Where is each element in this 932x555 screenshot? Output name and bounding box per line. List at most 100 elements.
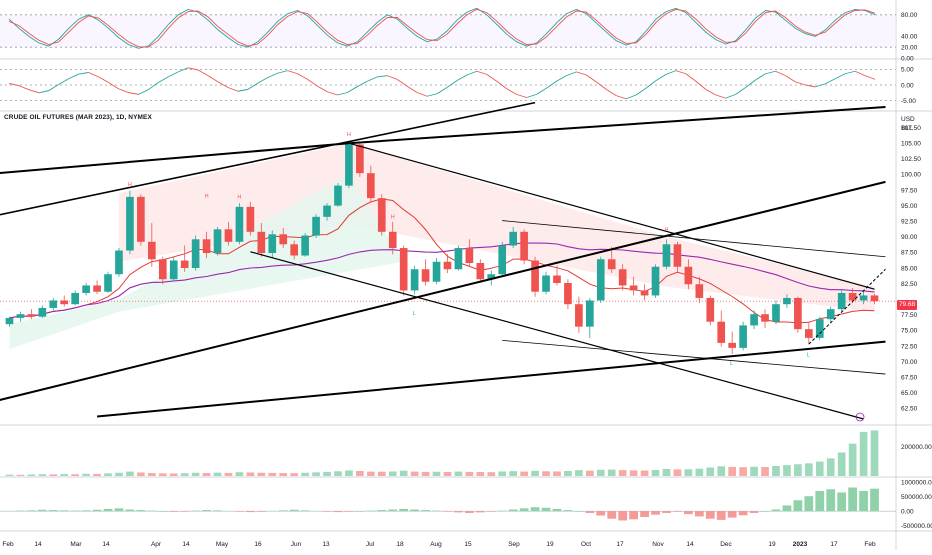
oscillator-bar (683, 511, 693, 515)
price-tick-label: 62.50 (901, 406, 918, 413)
oscillator-bar (256, 511, 266, 512)
oscillator-bar (475, 511, 485, 513)
momentum-segment (18, 85, 30, 91)
trendline-upper-2 (0, 101, 536, 216)
event-flag-icon (855, 412, 865, 422)
momentum-segment (307, 79, 318, 87)
volume-bar (169, 473, 178, 476)
momentum-segment (665, 70, 677, 75)
time-tick-label: 19 (546, 541, 554, 548)
momentum-segment (825, 78, 836, 85)
time-tick-label: Oct (581, 541, 591, 548)
oscillator-bar (793, 500, 803, 512)
oscillator-bar (421, 510, 430, 512)
stochastic-panel: 80.00 40.00 20.00 0.00 (0, 7, 918, 62)
candle-body (443, 261, 452, 270)
candle-body (191, 239, 200, 268)
oscillator-bar (738, 511, 748, 516)
volume-bar (498, 471, 507, 476)
momentum-segment (128, 92, 139, 95)
momentum-segment (8, 82, 20, 87)
candle-body (651, 266, 660, 296)
volume-panel: 200000.00 (5, 430, 932, 476)
price-tick-label: 97.50 (901, 187, 918, 194)
time-tick-label: Sep (508, 541, 520, 548)
candle-body (410, 269, 419, 291)
oscillator-bar (213, 510, 222, 512)
volume-bar (115, 472, 123, 476)
momentum-segment (466, 70, 477, 76)
oscillator-bar (158, 511, 168, 512)
momentum-segment (406, 85, 418, 93)
candle-body (695, 284, 704, 298)
volume-bar (49, 474, 58, 476)
oscillator-bar (235, 511, 244, 512)
volume-bar (553, 471, 561, 476)
candle-body (761, 314, 769, 322)
momentum-segment (78, 72, 89, 75)
price-tick-label: 107.50 (901, 125, 921, 132)
price-tick-label: 67.50 (901, 375, 918, 382)
oscillator-tick-label: 500000.00 (901, 494, 932, 501)
oscillator-bar (26, 510, 36, 512)
volume-bar (717, 466, 726, 476)
volume-bar (870, 430, 879, 476)
candle-body (388, 231, 397, 249)
volume-bar (191, 472, 200, 476)
volume-bar (794, 464, 802, 476)
momentum-segment (516, 93, 527, 98)
oscillator-bar (859, 491, 868, 512)
momentum-segment (118, 88, 129, 93)
oscillator-bar (169, 511, 179, 512)
price-tick-label: 70.00 (901, 359, 918, 366)
candle-body (750, 314, 758, 326)
candle-body (104, 274, 112, 292)
momentum-segment (536, 87, 547, 95)
volume-bar (432, 471, 441, 476)
momentum-segment (247, 82, 259, 90)
momentum-segment (725, 93, 736, 99)
candle-body (848, 292, 857, 301)
oscillator-bar (410, 509, 420, 512)
candle-body (837, 292, 846, 310)
momentum-segment (546, 80, 557, 89)
oscillator-bar (454, 511, 463, 513)
volume-bar (761, 467, 769, 476)
volume-bar (695, 468, 704, 476)
momentum-segment (635, 87, 647, 96)
volume-bar (377, 471, 386, 476)
candle-body (509, 231, 518, 246)
volume-bar (629, 470, 638, 476)
volume-bar (235, 472, 244, 476)
candle-body (618, 269, 627, 286)
trendline-upper-3 (348, 106, 886, 145)
oscillator-bar (662, 511, 671, 513)
candle-body (859, 295, 868, 301)
volume-bar (246, 472, 255, 476)
oscillator-bar (749, 511, 759, 513)
candle-body (38, 307, 47, 317)
momentum-segment (377, 75, 388, 78)
oscillator-bar (585, 511, 595, 513)
momentum-segment (347, 86, 358, 93)
price-tick-label: 65.00 (901, 390, 918, 397)
oscillator-bar (640, 511, 649, 517)
candle-body (629, 285, 638, 291)
volume-bar (71, 474, 80, 476)
momentum-segment (845, 70, 856, 75)
volume-bar (356, 471, 364, 476)
ma-fast-line (9, 198, 875, 324)
oscillator-bar (388, 509, 398, 512)
volume-bar (596, 469, 605, 476)
volume-bar (728, 466, 737, 476)
momentum-segment (526, 93, 537, 98)
volume-bar (158, 473, 167, 476)
candle-body (366, 173, 375, 199)
candle-body (421, 269, 430, 282)
oscillator-bar (508, 509, 518, 512)
momentum-segment (337, 92, 348, 96)
momentum-segment (705, 88, 716, 96)
oscillator-bar (705, 511, 715, 519)
